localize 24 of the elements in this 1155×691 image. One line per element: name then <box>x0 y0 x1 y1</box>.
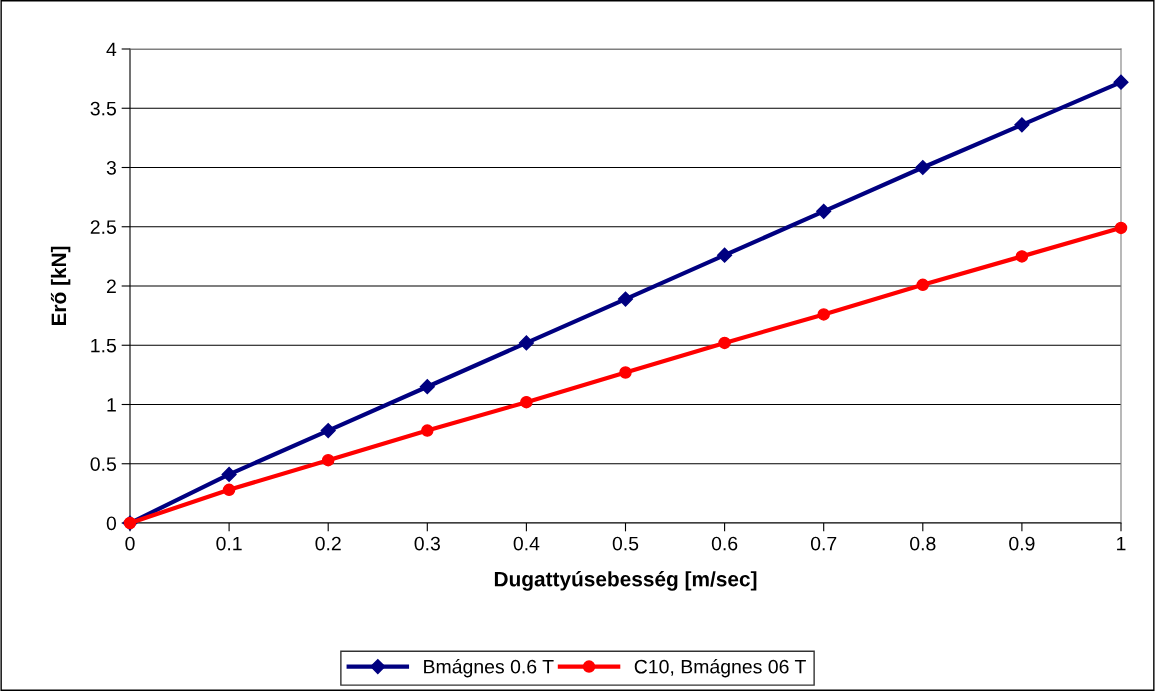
x-tick-label: 0 <box>125 536 135 551</box>
y-tick-label: 3.5 <box>90 101 116 116</box>
x-axis-title: Dugattyúsebesség [m/sec] <box>494 570 757 591</box>
y-tick-label: 0.5 <box>90 457 116 471</box>
y-axis-title: Erő [kN] <box>50 246 71 326</box>
y-tick-label: 0 <box>106 516 117 531</box>
y-tick-label: 2 <box>106 279 116 294</box>
x-tick-label: 1 <box>1117 536 1126 551</box>
legend-label: C10, Bmágnes 06 T <box>634 659 806 678</box>
y-tick-label: 2.5 <box>90 220 116 234</box>
x-tick-label: 0.1 <box>216 536 242 551</box>
y-tick-label: 1.5 <box>91 338 116 353</box>
y-tick-label: 4 <box>106 42 117 57</box>
y-tick-label: 1 <box>107 398 116 412</box>
y-tick-label: 3 <box>106 160 116 175</box>
x-tick-label: 0.4 <box>513 536 540 551</box>
x-tick-label: 0.5 <box>612 536 639 551</box>
x-tick-label: 0.6 <box>711 536 738 551</box>
x-tick-label: 0.9 <box>1009 536 1035 551</box>
legend-label: Bmágnes 0.6 T <box>424 659 554 678</box>
x-tick-label: 0.8 <box>910 536 936 551</box>
x-tick-label: 0.7 <box>810 536 837 551</box>
x-tick-label: 0.2 <box>315 536 341 551</box>
x-tick-label: 0.3 <box>414 536 440 551</box>
